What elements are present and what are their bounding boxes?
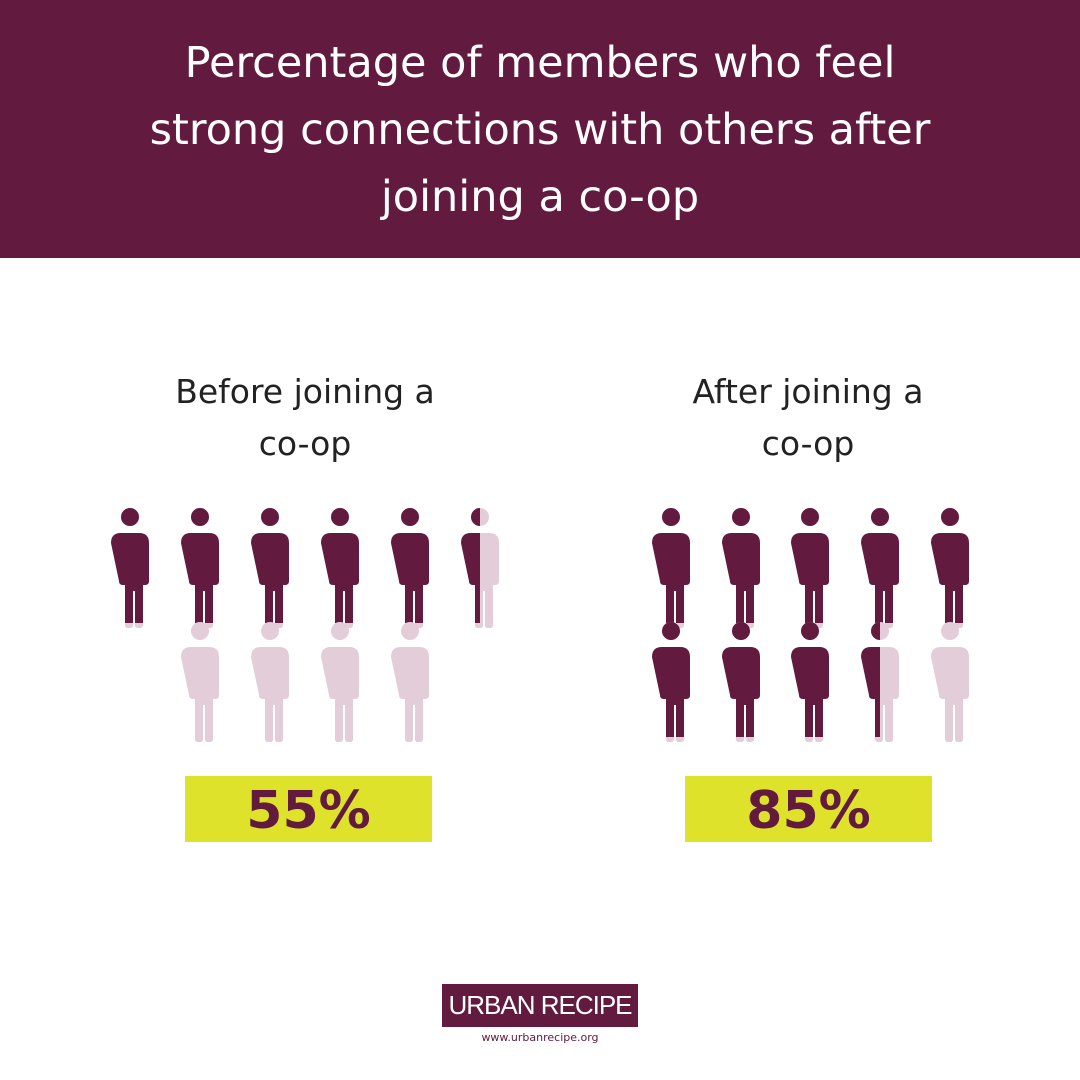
icon-filled	[791, 508, 829, 623]
icon-filled	[791, 622, 829, 737]
icon-empty	[251, 622, 289, 742]
icon-filled	[111, 508, 149, 623]
category-label: Before joining a co-op	[175, 372, 435, 463]
icon-filled	[461, 508, 480, 623]
icon-empty	[181, 622, 219, 742]
value-label: 55%	[185, 776, 432, 842]
chart-title: Percentage of members who feel strong co…	[149, 38, 931, 222]
icon-empty	[391, 622, 429, 742]
icon-filled	[321, 508, 359, 623]
icon-filled	[861, 508, 899, 623]
icon-filled	[722, 622, 760, 737]
category-label: After joining a co-op	[692, 372, 924, 463]
icon-empty	[931, 622, 969, 742]
icon-filled	[931, 508, 969, 623]
icon-filled	[722, 508, 760, 623]
icon-filled	[652, 622, 690, 737]
logo: URBAN RECIPE	[442, 984, 638, 1027]
icon-filled	[181, 508, 219, 623]
icon-filled	[861, 622, 880, 737]
value-label: 85%	[685, 776, 932, 842]
icon-filled	[391, 508, 429, 623]
header: Percentage of members who feel strong co…	[0, 0, 1080, 258]
icon-empty	[321, 622, 359, 742]
url: www.urbanrecipe.org	[481, 1031, 599, 1044]
icon-filled	[652, 508, 690, 623]
icon-filled	[251, 508, 289, 623]
